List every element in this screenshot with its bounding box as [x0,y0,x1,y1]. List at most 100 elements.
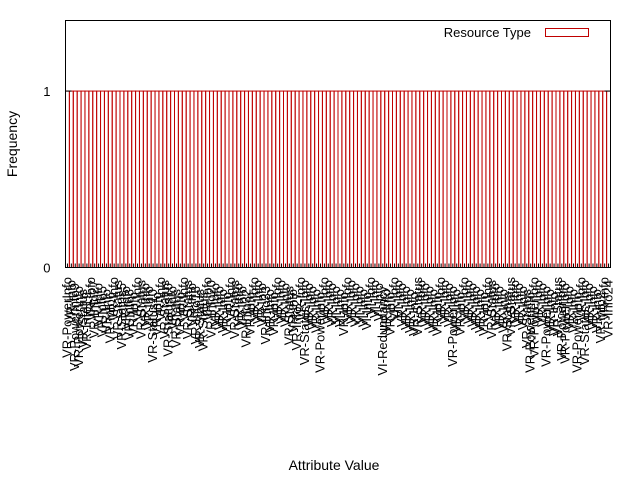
x-tick-label: VR-Status10 [161,283,176,357]
bar [349,90,355,268]
x-tick-label: VR-Status [192,289,207,349]
bar [411,90,417,268]
x-tick-label: VR-Info [425,289,440,333]
y-tick-label: 0 [43,261,50,276]
bar [302,90,308,268]
bar [473,90,479,268]
x-tick-label: VR-PowerInfo [538,286,553,367]
x-tick-label: VR-Info [98,289,113,333]
bar [380,90,386,268]
bar [68,90,74,268]
x-tick-label: VR-Info [476,292,491,336]
x-tick-label: VR-Info [515,286,530,330]
bar [96,90,102,268]
bar [368,90,374,268]
bar [166,90,172,268]
x-tick-label: VR-Info [211,286,226,330]
x-tick-label: VR-PowerInfo [558,283,573,364]
bar [528,90,534,268]
x-tick-label: VR-Status [519,289,534,349]
bar [185,90,191,268]
x-tick-label: VR-Info [573,277,588,321]
x-tick-label: VR-Info [464,283,479,327]
bar [430,90,436,268]
bars [65,90,611,268]
x-tick-label: VR-Info [266,292,281,336]
x-tick-label: VR-Info [270,277,285,321]
bar [201,90,207,268]
x-tick-label: VR-Info [176,277,191,321]
bar [508,90,514,268]
bar [356,90,362,268]
bar [376,90,382,268]
x-tick-label: VR-PowerInfo [554,280,569,361]
y-axis-label: Frequency [4,111,20,177]
x-tick-label: VR-PowerInfo [59,277,74,358]
x-tick-label: VR-Info [305,286,320,330]
bar [244,90,249,268]
plot-frame [65,20,611,268]
bar [450,90,456,268]
x-tick-label: VR-Info [235,286,250,330]
bar [306,90,312,268]
bar [512,90,518,268]
x-tick-label: VR-Status [75,289,90,349]
x-tick-label: VR-Info [507,280,522,324]
x-tick-label: VR-Info [468,286,483,330]
x-tick-label: VR-Info [242,292,257,336]
bar [76,90,82,268]
bar [520,90,526,268]
legend-swatch [545,28,589,37]
bar [571,90,576,268]
bar [115,90,121,268]
bar [567,90,573,268]
x-tick-label: VR-Info [320,280,335,324]
bar [524,90,530,268]
bar [469,90,475,268]
bar [345,90,351,268]
bar [251,90,257,268]
bar [65,90,70,268]
x-tick-label: VR-Info [546,292,561,336]
bar [189,90,195,268]
x-tick-label: VR-Info [542,289,557,333]
x-tick-label: VI-Info [367,280,382,318]
x-tick-label: VI-Info [371,283,386,321]
x-tick-label: VR-Info [383,292,398,336]
x-tick-label: VR-Info [262,289,277,333]
x-tick-label: VI-Info [332,289,347,327]
x-tick-label: VR-Info [495,289,510,333]
x-tick-label: VR-Info [231,283,246,327]
x-tick-label: VR-Status5 [114,283,129,349]
bar [310,90,316,268]
x-tick-label: VR-Info [91,283,106,327]
bar [232,90,238,268]
x-tick-label: VR-Info [534,283,549,327]
bar [224,90,230,268]
x-tick-label: VR-Info [83,277,98,321]
x-tick-label: VR-Info [460,280,475,324]
x-tick-label: VR-Info [309,289,324,333]
bar [162,90,168,268]
x-tick-label: VR-Info [254,283,269,327]
x-tick-label: VR-Info [165,286,180,330]
x-tick-label: VI-Info [359,292,374,330]
bar [286,90,292,268]
x-tick-label: VR-Info [250,280,265,324]
x-tick-label: VR-Status [281,286,296,346]
bar [563,90,569,268]
bar [551,90,557,268]
x-tick-label: VR-Info20 [203,280,218,339]
bar [598,90,604,268]
x-tick-label: VR-Info [453,292,468,336]
x-tick-label: VR-PowerInfo [523,292,538,373]
x-tick-label: VR-Info [441,283,456,327]
x-tick-label: VR-Info [149,292,164,336]
x-tick-label: VI-Info [351,286,366,324]
x-tick-label: VR-Info [277,283,292,327]
bar [193,90,199,268]
bar [138,90,144,268]
legend-label: Resource Type [444,25,531,40]
x-tick-label: VR-Info [207,283,222,327]
